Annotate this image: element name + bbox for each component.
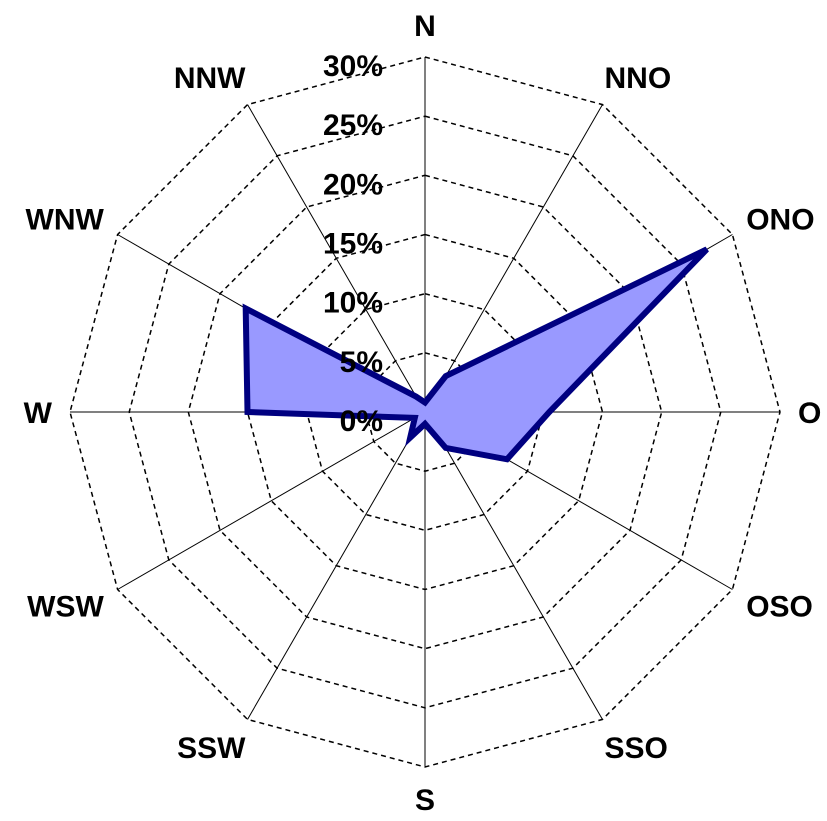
tick-label: 25%	[323, 109, 383, 142]
direction-label-o: O	[798, 397, 821, 430]
spoke-wsw	[118, 412, 425, 590]
direction-label-oso: OSO	[746, 591, 813, 624]
tick-label: 10%	[323, 287, 383, 320]
data-series	[246, 249, 707, 459]
tick-label: 5%	[340, 346, 383, 379]
direction-label-sso: SSO	[605, 732, 668, 765]
direction-label-s: S	[415, 784, 435, 817]
direction-label-nno: NNO	[605, 62, 672, 95]
direction-label-n: N	[414, 10, 436, 43]
tick-label: 30%	[323, 50, 383, 83]
direction-label-wsw: WSW	[27, 591, 104, 624]
series-area	[246, 249, 707, 459]
direction-label-ssw: SSW	[177, 732, 246, 765]
direction-label-nnw: NNW	[174, 62, 246, 95]
tick-label: 15%	[323, 228, 383, 261]
direction-label-w: W	[24, 397, 53, 430]
tick-label: 20%	[323, 168, 383, 201]
direction-label-ono: ONO	[746, 204, 814, 237]
tick-label: 0%	[340, 405, 383, 438]
direction-label-wnw: WNW	[26, 204, 105, 237]
